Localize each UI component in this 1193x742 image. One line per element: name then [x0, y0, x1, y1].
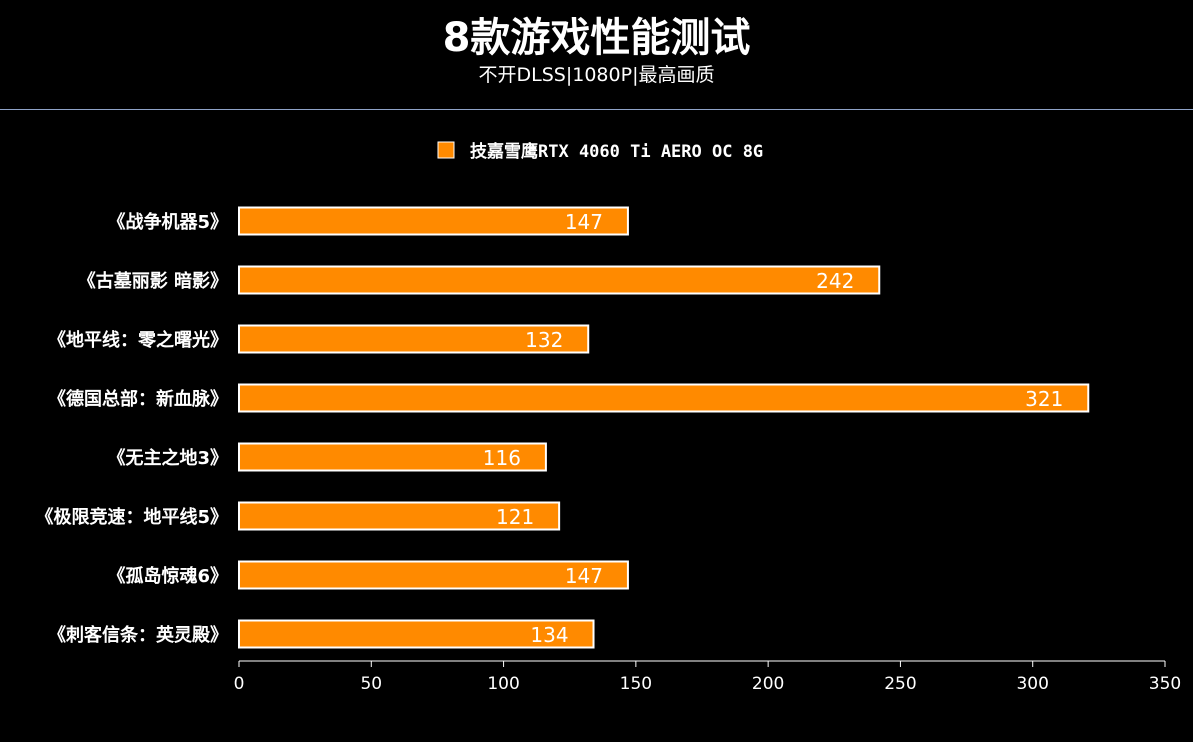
category-label: 《极限竞速：地平线5》 [35, 506, 228, 528]
data-label: 121 [496, 505, 534, 529]
x-tick-label: 200 [752, 674, 784, 694]
category-label: 《战争机器5》 [107, 211, 228, 233]
category-label: 《无主之地3》 [107, 447, 228, 469]
category-label: 《地平线：零之曙光》 [48, 329, 228, 351]
data-label: 132 [525, 328, 563, 352]
x-tick-label: 100 [487, 674, 519, 694]
bar [238, 501, 561, 531]
bar [238, 383, 1090, 413]
chart-title: 8款游戏性能测试 [442, 15, 751, 61]
legend-label: 技嘉雪鹰RTX 4060 Ti AERO OC 8G [470, 141, 763, 162]
category-label: 《德国总部：新血脉》 [48, 388, 228, 410]
bar [238, 560, 629, 590]
bar [238, 442, 547, 472]
divider [0, 109, 1193, 110]
chart-subtitle: 不开DLSS|1080P|最高画质 [478, 64, 715, 86]
data-label: 242 [816, 269, 854, 293]
x-tick-label: 0 [234, 674, 245, 694]
data-label: 116 [483, 446, 521, 470]
data-label: 147 [565, 210, 603, 234]
x-tick-label: 350 [1149, 674, 1181, 694]
bar [238, 265, 881, 295]
category-label: 《刺客信条：英灵殿》 [48, 624, 228, 646]
data-label: 134 [530, 623, 568, 647]
bar [238, 324, 590, 354]
data-label: 147 [565, 564, 603, 588]
x-tick-label: 50 [360, 674, 382, 694]
x-tick-label: 300 [1016, 674, 1048, 694]
category-label: 《孤岛惊魂6》 [107, 565, 228, 587]
legend-swatch [437, 141, 455, 159]
category-label: 《古墓丽影 暗影》 [78, 270, 228, 292]
data-label: 321 [1025, 387, 1063, 411]
bar [238, 206, 629, 236]
bar [238, 619, 595, 649]
x-tick-label: 150 [620, 674, 652, 694]
x-tick-label: 250 [884, 674, 916, 694]
